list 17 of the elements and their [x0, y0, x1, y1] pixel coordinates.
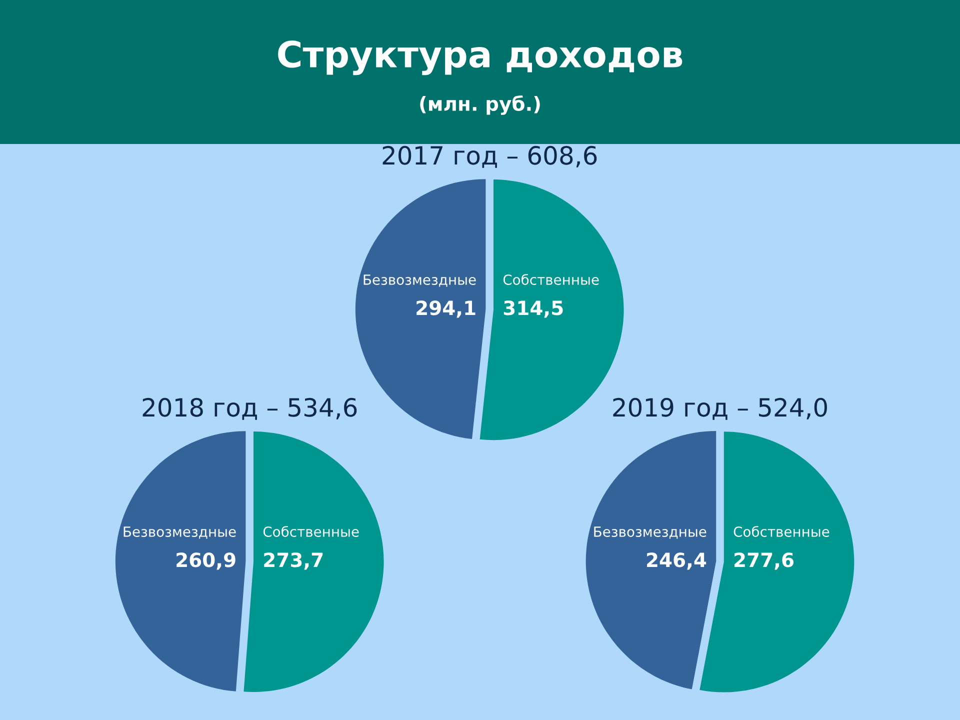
- slice-label: Безвозмездные: [124, 526, 236, 539]
- data-label: 246,4: [647, 552, 706, 570]
- data-label: 260,9: [176, 552, 236, 570]
- data-label: 273,7: [264, 552, 323, 570]
- text: Структура доходов: [278, 40, 682, 76]
- data-label: 294,1: [416, 300, 476, 318]
- slice-label: Собственные: [734, 526, 830, 537]
- slice-label: Собственные: [263, 526, 359, 537]
- data-label: 314,5: [504, 300, 563, 318]
- slice-label: Собственные: [503, 274, 599, 285]
- slice-label: Безвозмездные: [594, 526, 706, 539]
- chart-title: 2018 год – 534,6: [142, 398, 357, 420]
- data-label: 277,6: [734, 552, 794, 570]
- text: (млн. руб.): [420, 95, 540, 115]
- chart-title: 2019 год – 524,0: [613, 398, 827, 420]
- chart-title: 2017 год – 608,6: [382, 146, 597, 168]
- slice-label: Безвозмездные: [364, 274, 476, 287]
